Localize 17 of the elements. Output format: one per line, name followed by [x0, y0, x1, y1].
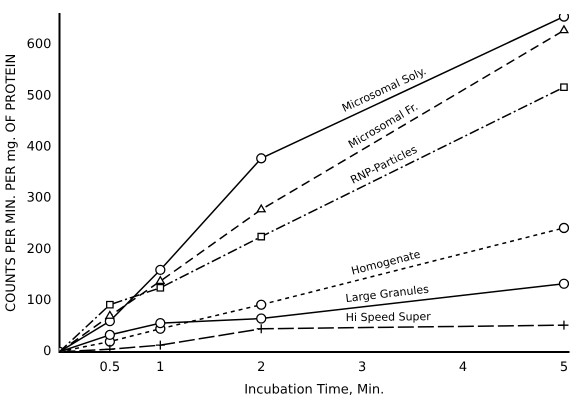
x-tick-label: 4 [458, 360, 468, 375]
x-tick-label: 3 [358, 360, 366, 375]
series-label: Hi Speed Super [346, 310, 432, 324]
y-axis-title: COUNTS PER MIN. PER mg. OF PROTEIN [4, 54, 20, 312]
y-tick-label: 100 [26, 292, 52, 308]
y-tick-label: 500 [26, 88, 52, 104]
x-tick-label: 5 [560, 360, 568, 375]
y-tick-label: 300 [26, 190, 52, 206]
text: Large Granules [344, 282, 430, 306]
x-tick-label: 0.5 [100, 360, 120, 375]
x-tick-label: 2 [257, 360, 266, 375]
y-tick-label: 0 [43, 344, 52, 360]
y-tick-label: 600 [26, 37, 52, 52]
x-tick-label: 1 [156, 360, 164, 375]
y-tick-label: 400 [26, 139, 52, 154]
y-tick-label: 200 [26, 242, 52, 257]
x-axis-title: Incubation Time, Min. [244, 382, 384, 398]
